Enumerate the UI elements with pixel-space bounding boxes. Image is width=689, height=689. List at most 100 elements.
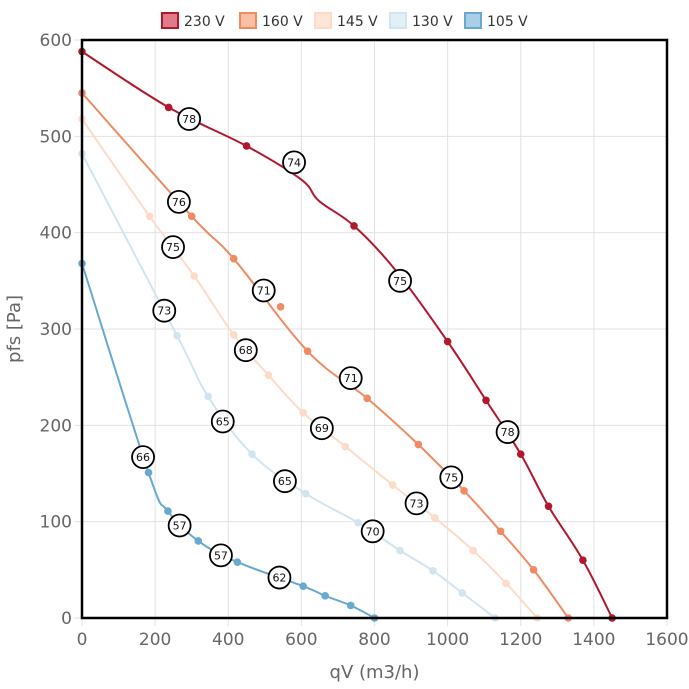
series-point <box>194 537 203 545</box>
plot-frame <box>80 38 669 620</box>
series-point <box>502 579 510 588</box>
series-point <box>164 103 173 112</box>
badge-label: 66 <box>136 451 150 464</box>
series-point <box>299 409 308 417</box>
badge-circle <box>177 107 202 131</box>
sound-level-badge: 57 <box>209 543 233 568</box>
series-point <box>469 546 478 555</box>
series-point <box>164 507 172 515</box>
y-tick-label: 300 <box>40 320 72 340</box>
sound-level-badge: 71 <box>251 278 276 303</box>
series-point <box>460 487 468 495</box>
sound-level-badge: 57 <box>167 513 192 538</box>
series-point <box>301 489 310 498</box>
badge-circle <box>131 445 155 470</box>
badge-label: 76 <box>172 196 186 209</box>
legend: 230 V 160 V 145 V 130 V 105 V <box>161 12 528 30</box>
badge-circle <box>167 513 192 538</box>
y-tick-label: 100 <box>40 513 72 533</box>
badge-label: 74 <box>287 156 301 169</box>
series-point <box>496 527 505 536</box>
legend-label: 230 V <box>184 14 225 30</box>
legend-label: 130 V <box>412 14 453 30</box>
series-point <box>187 212 196 221</box>
x-tick-label: 1200 <box>499 630 542 650</box>
x-tick-label: 0 <box>77 630 88 650</box>
badge-label: 71 <box>257 284 271 297</box>
sound-level-badge: 73 <box>404 491 429 516</box>
badge-label: 75 <box>166 241 180 254</box>
series-line-3 <box>81 153 496 619</box>
badge-circle <box>309 416 334 441</box>
series-point <box>350 222 358 230</box>
badge-circle <box>267 565 292 590</box>
series-point <box>544 502 553 511</box>
series-point <box>341 442 350 451</box>
legend-swatch <box>464 12 482 29</box>
series-point <box>173 331 181 340</box>
sound-level-badge: 76 <box>166 189 191 214</box>
legend-swatch <box>389 12 407 29</box>
legend-item-3: 130 V <box>389 12 453 30</box>
legend-swatch <box>239 12 257 29</box>
legend-item-4: 105 V <box>464 12 528 30</box>
series-point <box>264 371 273 380</box>
badge-label: 73 <box>157 305 171 318</box>
badge-circle <box>251 278 276 303</box>
y-tick-label: 0 <box>61 609 72 629</box>
badge-circle <box>233 338 258 363</box>
x-tick-label: 1600 <box>645 630 688 650</box>
x-tick-label: 1000 <box>426 630 469 650</box>
legend-swatch <box>161 12 179 29</box>
x-tick-label: 400 <box>212 630 244 650</box>
series-point <box>388 481 397 489</box>
badge-circle <box>404 491 429 516</box>
series-point <box>145 212 154 221</box>
legend-item-2: 145 V <box>314 12 378 30</box>
badge-label: 78 <box>501 426 515 439</box>
y-tick-label: 600 <box>40 31 72 51</box>
series-point <box>431 514 439 522</box>
series-point <box>299 582 308 591</box>
sound-level-badge: 65 <box>210 409 235 434</box>
y-axis-title: pfs [Pa] <box>4 295 25 363</box>
x-axis-ticks: 0 200 400 600 800 1000 1200 1400 1600 <box>77 630 689 650</box>
badge-label: 69 <box>315 422 329 435</box>
legend-label: 105 V <box>487 14 528 30</box>
series-point <box>248 450 256 459</box>
badge-label: 57 <box>173 520 187 533</box>
sound-level-badge: 62 <box>267 565 292 590</box>
series-point <box>482 396 490 405</box>
series-point <box>276 303 285 311</box>
badge-circle <box>273 469 297 494</box>
series-point <box>354 518 362 527</box>
sound-level-badge: 68 <box>233 338 258 363</box>
badge-label: 65 <box>216 415 230 428</box>
badge-label: 65 <box>278 475 292 488</box>
badge-circle <box>338 366 363 391</box>
badge-circle <box>388 268 412 293</box>
series-point <box>363 394 371 403</box>
series-markers <box>78 47 616 622</box>
badge-label: 70 <box>366 525 380 538</box>
sound-level-badge: 75 <box>439 465 464 490</box>
y-tick-label: 500 <box>40 127 72 147</box>
badge-circle <box>360 519 385 544</box>
badge-circle <box>439 465 464 490</box>
x-tick-label: 800 <box>358 630 390 650</box>
sound-level-badge: 78 <box>177 107 202 131</box>
series-point <box>321 592 329 600</box>
badge-label: 75 <box>393 275 407 288</box>
series-point <box>443 337 452 346</box>
badge-label: 57 <box>214 549 228 562</box>
series-point <box>144 468 153 477</box>
badge-label: 62 <box>272 572 286 585</box>
series-point <box>190 272 199 280</box>
series-point <box>303 347 312 355</box>
x-tick-label: 200 <box>139 630 171 650</box>
x-axis-title: qV (m3/h) <box>330 662 420 683</box>
legend-label: 160 V <box>262 14 303 30</box>
badge-circle <box>282 150 306 175</box>
y-tick-label: 200 <box>40 416 72 436</box>
